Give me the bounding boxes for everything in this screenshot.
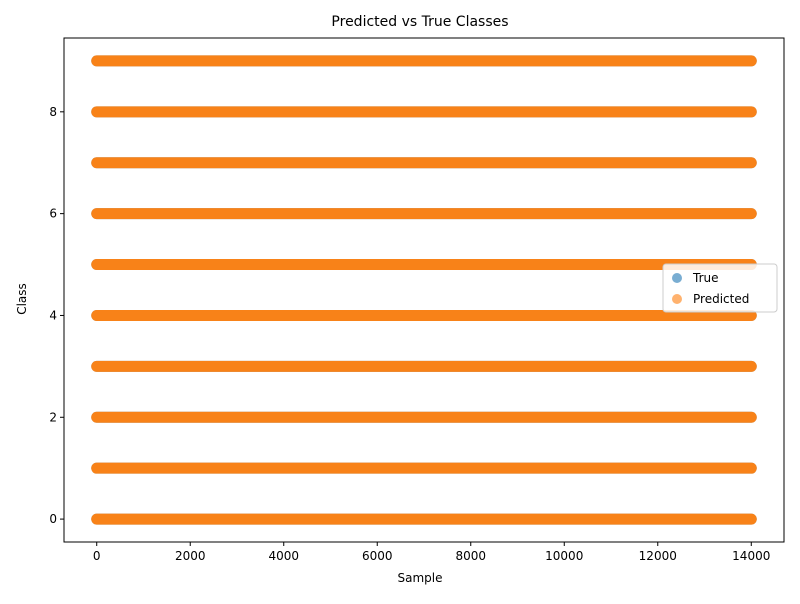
y-tick-label: 6: [49, 207, 57, 221]
x-axis-ticks: 0 2000 4000 6000 8000 10000 12000 14000: [93, 542, 770, 563]
data-points: [91, 55, 757, 525]
y-tick-label: 8: [49, 105, 57, 119]
series-predicted: [91, 55, 757, 525]
x-tick-label: 14000: [732, 549, 770, 563]
x-tick-label: 6000: [362, 549, 393, 563]
x-tick-label: 8000: [455, 549, 486, 563]
y-axis-label: Class: [15, 283, 29, 315]
legend-label-predicted: Predicted: [693, 292, 749, 306]
legend-label-true: True: [692, 271, 719, 285]
y-tick-label: 4: [49, 308, 57, 322]
x-tick-label: 0: [93, 549, 101, 563]
x-tick-label: 2000: [175, 549, 206, 563]
x-tick-label: 10000: [545, 549, 583, 563]
y-tick-label: 0: [49, 512, 57, 526]
series-true: [91, 55, 757, 525]
x-axis-label: Sample: [398, 571, 443, 585]
chart-title: Predicted vs True Classes: [331, 14, 508, 30]
x-tick-label: 4000: [268, 549, 299, 563]
y-tick-label: 2: [49, 410, 57, 424]
legend-box: [662, 263, 778, 313]
legend-marker-predicted: [672, 294, 682, 304]
x-tick-label: 12000: [639, 549, 677, 563]
legend-marker-true: [672, 273, 682, 283]
legend: True Predicted: [662, 263, 778, 313]
y-axis-ticks: 0 2 4 6 8: [49, 105, 64, 526]
plot-frame: [63, 37, 785, 543]
